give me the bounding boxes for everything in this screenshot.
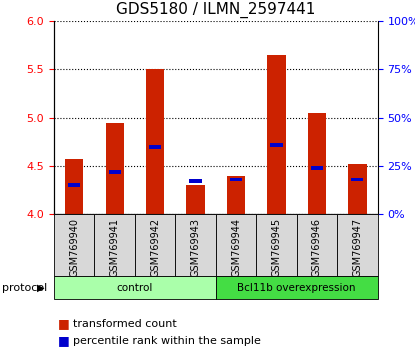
Text: GSM769943: GSM769943 xyxy=(190,218,200,277)
Text: Bcl11b overexpression: Bcl11b overexpression xyxy=(237,282,356,293)
Text: ■: ■ xyxy=(58,334,70,347)
Bar xyxy=(256,214,297,276)
Text: protocol: protocol xyxy=(2,282,47,293)
Bar xyxy=(267,55,286,214)
Bar xyxy=(54,214,95,276)
Bar xyxy=(311,166,323,170)
Text: GSM769944: GSM769944 xyxy=(231,218,241,277)
Bar xyxy=(135,214,176,276)
Text: GSM769942: GSM769942 xyxy=(150,218,160,277)
Bar xyxy=(95,214,135,276)
Text: percentile rank within the sample: percentile rank within the sample xyxy=(73,336,261,346)
Title: GDS5180 / ILMN_2597441: GDS5180 / ILMN_2597441 xyxy=(116,2,315,18)
Bar xyxy=(216,276,378,299)
Text: GSM769947: GSM769947 xyxy=(352,218,362,277)
Bar xyxy=(109,170,121,174)
Text: GSM769946: GSM769946 xyxy=(312,218,322,277)
Text: transformed count: transformed count xyxy=(73,319,176,329)
Bar xyxy=(271,143,283,147)
Text: control: control xyxy=(117,282,153,293)
Text: GSM769940: GSM769940 xyxy=(69,218,79,277)
Text: ■: ■ xyxy=(58,318,70,330)
Bar xyxy=(149,145,161,149)
Bar xyxy=(146,69,164,214)
Bar xyxy=(308,113,326,214)
Bar xyxy=(352,177,364,181)
Text: ▶: ▶ xyxy=(37,282,44,293)
Bar xyxy=(348,164,366,214)
Bar xyxy=(176,214,216,276)
Bar xyxy=(216,214,256,276)
Text: GSM769941: GSM769941 xyxy=(110,218,120,277)
Bar xyxy=(186,185,205,214)
Bar xyxy=(68,183,80,187)
Bar xyxy=(65,159,83,214)
Text: GSM769945: GSM769945 xyxy=(271,218,281,277)
Bar xyxy=(230,177,242,181)
Bar xyxy=(105,122,124,214)
Bar xyxy=(297,214,337,276)
Bar xyxy=(190,179,202,183)
Bar xyxy=(54,276,216,299)
Bar xyxy=(337,214,378,276)
Bar xyxy=(227,176,245,214)
